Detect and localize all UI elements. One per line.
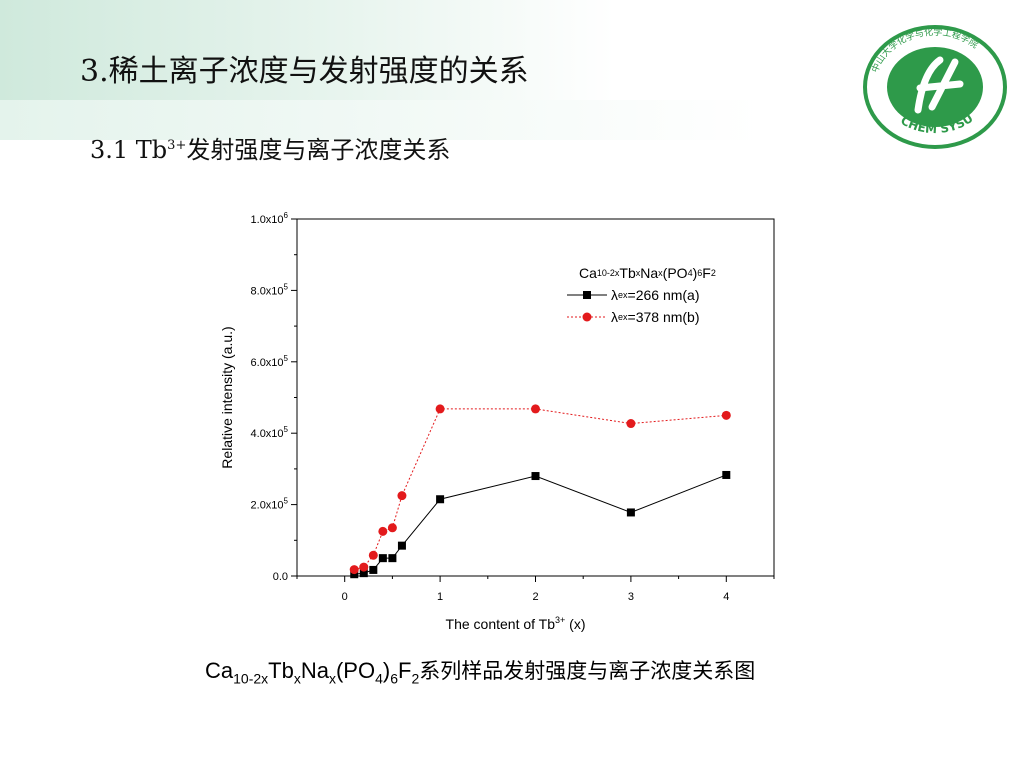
caption-part: ) xyxy=(382,658,391,683)
legend-formula-part: Ca xyxy=(579,265,597,281)
data-point-a xyxy=(369,565,378,574)
legend-label-a-sub: ex xyxy=(618,290,628,300)
x-tick-label: 0 xyxy=(342,591,348,603)
header-background-lower xyxy=(0,100,760,140)
x-tick-label: 4 xyxy=(723,591,729,603)
legend-formula-part: (PO xyxy=(662,265,688,281)
data-point-b xyxy=(435,404,445,414)
caption-sub: 4 xyxy=(375,670,383,687)
data-point-a xyxy=(531,472,540,481)
series-line-a xyxy=(354,474,727,575)
legend-formula-part: Tb xyxy=(619,265,636,281)
caption-part: (PO xyxy=(335,658,376,683)
caption-sub: 2 xyxy=(411,670,420,687)
slide-subtitle: 3.1 Tb3+发射强度与离子浓度关系 xyxy=(90,130,450,165)
x-tick-label: 2 xyxy=(532,591,538,603)
data-point-a xyxy=(359,569,368,578)
chart-legend: Ca 10-2x Tb x Na x (PO 4) 6 F 2 λ ex =266 nm(a) λ ex =… xyxy=(565,262,716,328)
y-tick-label: 2.0x105 xyxy=(251,497,289,512)
caption-sub: 10-2x xyxy=(233,670,269,687)
slide-title: 3.稀土离子浓度与发射强度的关系 xyxy=(80,54,529,89)
subtitle-suffix: 发射强度与离子浓度关系 xyxy=(186,136,451,164)
subtitle-sup: 3+ xyxy=(167,138,187,153)
legend-formula-sub: 6 xyxy=(697,268,703,278)
legend-formula-part: Na xyxy=(640,265,659,281)
data-point-a xyxy=(388,554,397,563)
data-point-a xyxy=(626,508,635,517)
caption-sub: 6 xyxy=(390,670,399,687)
data-point-b xyxy=(721,410,731,420)
data-point-b xyxy=(626,419,636,429)
data-point-b xyxy=(387,523,397,533)
caption-part: Na xyxy=(300,658,329,683)
y-tick-label: 0.0 xyxy=(273,571,288,583)
legend-formula: Ca 10-2x Tb x Na x (PO 4) 6 F 2 xyxy=(579,262,716,284)
y-axis-label: Relative intensity (a.u.) xyxy=(219,326,235,468)
caption-sub: x xyxy=(293,670,301,687)
legend-formula-sub: x xyxy=(635,268,641,278)
legend-item-b: λ ex =378 nm(b) xyxy=(565,306,716,328)
legend-formula-sub: 4 xyxy=(687,268,693,278)
legend-formula-part: F xyxy=(702,265,711,281)
data-point-a xyxy=(722,470,731,479)
x-axis-label: The content of Tb3+ (x) xyxy=(446,615,586,632)
data-point-b xyxy=(397,491,407,501)
university-logo: 中山大学化学与化学工程学院 CHEM SYSU xyxy=(863,25,1007,149)
legend-item-a: λ ex =266 nm(a) xyxy=(565,284,716,306)
caption-part: F xyxy=(398,658,412,683)
data-point-b xyxy=(349,565,359,575)
intensity-chart: 0 1 2 3 4 0.0 2.0x105 4.0x105 6.0x105 8.0x105 1.0x… xyxy=(219,211,775,632)
legend-formula-part: ) xyxy=(692,265,698,281)
data-point-a xyxy=(397,541,406,550)
legend-formula-sub: 10-2x xyxy=(596,268,620,278)
y-tick-label: 1.0x106 xyxy=(251,211,289,226)
caption-sub: x xyxy=(328,670,336,687)
data-point-a xyxy=(350,570,359,579)
data-point-a xyxy=(436,495,445,504)
legend-label-b-prefix: λ xyxy=(611,309,618,325)
y-tick-label: 8.0x105 xyxy=(251,282,289,297)
y-tick-label: 4.0x105 xyxy=(251,425,289,440)
caption-part: Ca xyxy=(205,658,234,683)
figure-caption: Ca10-2xTbxNax(PO4)6F2系列样品发射强度与离子浓度关系图 xyxy=(205,655,755,686)
x-tick-label: 3 xyxy=(628,591,634,603)
caption-suffix: 系列样品发射强度与离子浓度关系图 xyxy=(419,659,756,683)
data-point-b xyxy=(378,526,388,536)
legend-symbol-a xyxy=(567,291,607,299)
legend-label-a-suffix: =266 nm(a) xyxy=(627,287,700,303)
data-point-b xyxy=(359,562,369,572)
data-point-b xyxy=(531,404,540,414)
data-point-a xyxy=(378,554,387,563)
legend-label-b-suffix: =378 nm(b) xyxy=(627,309,700,325)
caption-part: Tb xyxy=(268,658,294,683)
legend-formula-sub: 2 xyxy=(710,268,716,278)
legend-symbol-b xyxy=(567,312,607,322)
data-point-b xyxy=(368,550,378,560)
y-tick-label: 6.0x105 xyxy=(251,354,289,369)
x-tick-label: 1 xyxy=(437,591,443,603)
subtitle-prefix: 3.1 Tb xyxy=(90,136,168,164)
series-line-b xyxy=(354,408,727,571)
legend-label-b-sub: ex xyxy=(618,312,628,322)
legend-label-a-prefix: λ xyxy=(611,287,618,303)
legend-formula-sub: x xyxy=(658,268,663,278)
